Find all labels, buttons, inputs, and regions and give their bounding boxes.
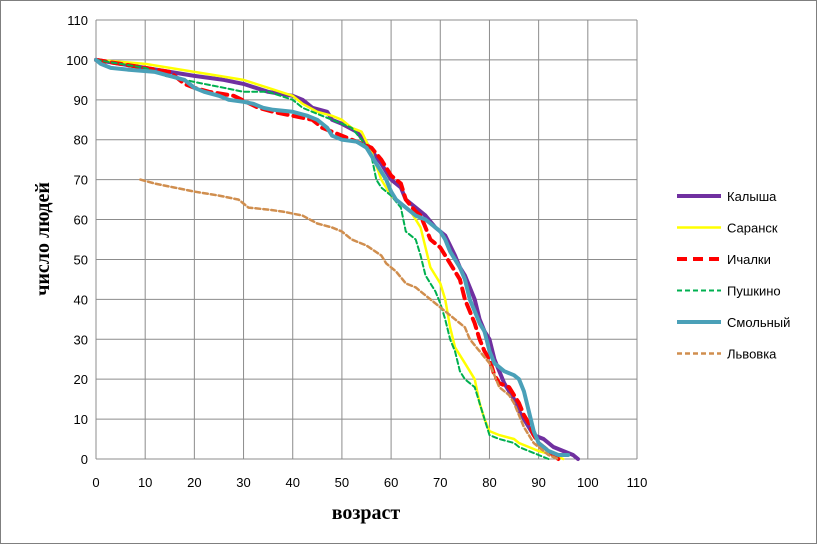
legend-label: Саранск (727, 221, 778, 236)
y-tick-label: 110 (67, 13, 88, 28)
y-tick-label: 10 (74, 412, 88, 427)
grid (96, 19, 638, 459)
x-tick-label: 110 (627, 475, 648, 490)
legend-label: Львовка (727, 347, 777, 362)
x-axis-title: возраст (332, 502, 401, 524)
y-tick-label: 70 (74, 173, 88, 188)
y-tick-label: 50 (74, 252, 88, 267)
legend: Калыша Саранск Ичалки Пушкино Смольный Львовк… (677, 189, 790, 362)
x-tick-label: 80 (482, 475, 496, 490)
y-tick-label: 30 (74, 332, 88, 347)
y-tick-label: 90 (74, 93, 88, 108)
y-tick-label: 60 (74, 213, 88, 228)
x-tick-label: 40 (285, 475, 299, 490)
series-line-3 (95, 58, 550, 460)
series-line-5 (139, 178, 560, 461)
axes (95, 20, 637, 460)
y-tick-label: 0 (81, 452, 88, 467)
x-tick-label: 100 (577, 475, 599, 490)
y-tick-label: 80 (74, 133, 88, 148)
tick-labels: 0 10 20 30 40 50 60 70 80 90 100 110 0 10 20 30 40 50 60 70… (66, 13, 647, 490)
y-tick-label: 100 (66, 53, 88, 68)
y-axis-title: число людей (32, 182, 54, 296)
x-tick-label: 60 (384, 475, 398, 490)
legend-label: Смольный (727, 315, 790, 330)
x-tick-label: 10 (138, 475, 152, 490)
x-tick-label: 50 (335, 475, 349, 490)
y-tick-label: 40 (74, 292, 88, 307)
x-tick-label: 30 (236, 475, 250, 490)
y-tick-label: 20 (74, 372, 88, 387)
legend-label: Пушкино (727, 284, 781, 299)
series-lines (94, 57, 580, 461)
x-tick-label: 90 (531, 475, 545, 490)
legend-label: Ичалки (727, 252, 771, 267)
x-tick-label: 70 (433, 475, 447, 490)
x-tick-label: 20 (187, 475, 201, 490)
legend-label: Калыша (727, 189, 777, 204)
series-line-4 (94, 57, 571, 457)
x-tick-label: 0 (92, 475, 99, 490)
